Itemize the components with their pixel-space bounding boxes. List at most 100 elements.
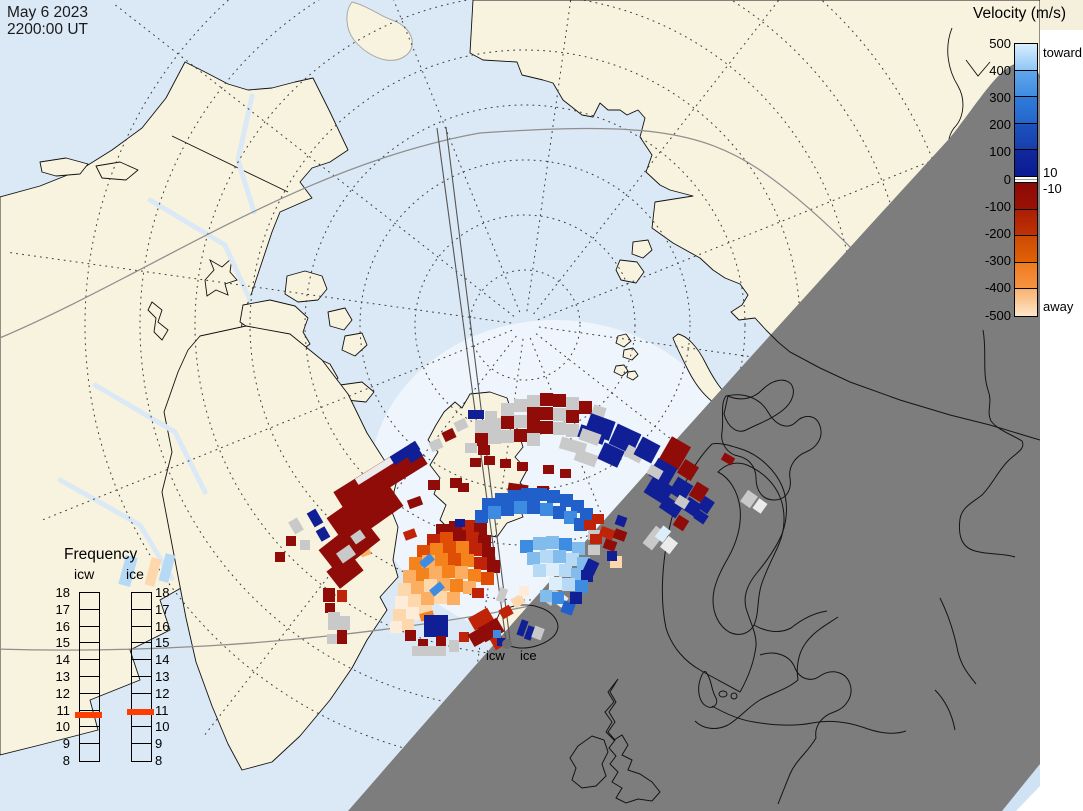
graticule-spoke: [42, 329, 513, 521]
velocity-cell: [498, 604, 514, 620]
velocity-cell: [436, 636, 446, 646]
frequency-tick-right: 13: [155, 669, 170, 684]
velocity-cell: [752, 498, 768, 514]
velocity-cell: [520, 540, 533, 553]
velocity-cell: [559, 538, 572, 551]
velocity-cell: [475, 433, 488, 446]
velocity-cell: [553, 506, 566, 519]
velocity-cell: [540, 393, 553, 406]
colorbar-away-label: away: [1043, 299, 1074, 314]
colorbar-segment: [1015, 44, 1037, 71]
velocity-cell: [435, 553, 448, 566]
velocity-cell: [546, 563, 559, 576]
frequency-bar-cell: [132, 627, 151, 644]
frequency-column-label-ice: ice: [126, 566, 144, 582]
frequency-tick-right: 14: [155, 652, 170, 668]
frequency-tick-right: 18: [155, 585, 170, 600]
velocity-cell: [543, 465, 554, 474]
site-label-icw: icw: [486, 648, 505, 663]
velocity-cell: [275, 552, 285, 562]
colorbar-tick-label: 100: [989, 144, 1011, 160]
velocity-cell: [326, 553, 364, 589]
velocity-cell: [580, 508, 593, 521]
velocity-cell: [614, 514, 628, 528]
island-arctic: [284, 270, 328, 303]
velocity-cell: [598, 525, 616, 541]
velocity-cell: [434, 591, 447, 604]
island-severnaya: [631, 239, 653, 259]
frequency-bar-cell: [132, 727, 151, 745]
velocity-cell: [607, 551, 617, 561]
frequency-tick-right: 9: [155, 736, 163, 752]
frequency-bar-cell: [80, 660, 99, 677]
velocity-cell: [521, 488, 534, 501]
colorbar-tick-label: -500: [984, 307, 1011, 323]
velocity-cell: [540, 590, 552, 602]
frequency-bar-cell: [80, 593, 99, 610]
velocity-cell: [552, 592, 564, 604]
velocity-cell: [488, 431, 501, 444]
velocity-cell: [575, 580, 588, 593]
frequency-tick-left: 9: [62, 736, 70, 752]
velocity-cell: [406, 448, 424, 464]
colorbar-toward-label: toward: [1043, 45, 1083, 60]
frequency-tick-right: 16: [155, 618, 170, 634]
velocity-cell: [455, 519, 465, 527]
velocity-cell: [571, 568, 584, 581]
island-wrangel: [346, 1, 413, 61]
velocity-cell: [333, 441, 428, 515]
velocity-cell: [475, 510, 488, 523]
velocity-cell: [429, 566, 442, 579]
velocity-cell: [540, 503, 553, 516]
velocity-cell: [510, 593, 526, 609]
velocity-cell: [584, 520, 596, 530]
velocity-cell: [288, 517, 304, 535]
velocity-cell: [608, 423, 642, 455]
colorbar-segment: [1015, 97, 1037, 124]
velocity-cell: [533, 564, 546, 577]
frequency-tick-left: 12: [55, 685, 70, 701]
colorbar-segment: [1015, 289, 1037, 316]
velocity-cell: [467, 607, 495, 631]
velocity-cell: [516, 619, 529, 637]
frequency-tick-right: 8: [155, 753, 163, 768]
graticule-circle: [414, 214, 636, 436]
velocity-cell: [461, 554, 474, 567]
timestamp-date: May 6 2023: [7, 4, 88, 21]
timestamp: May 6 2023 2200:00 UT: [7, 4, 88, 38]
colorbar-tick-label: 300: [989, 89, 1011, 105]
colorbar-tick-label: 0: [1003, 171, 1011, 187]
velocity-cell: [517, 462, 528, 471]
velocity-cell: [412, 646, 446, 656]
velocity-cell: [405, 630, 416, 641]
frequency-tick-right: 15: [155, 635, 170, 651]
velocity-cell: [560, 469, 571, 478]
velocity-cell: [659, 535, 679, 555]
velocity-cell: [495, 587, 509, 603]
graticule-circle: [469, 269, 581, 381]
velocity-cell: [337, 630, 347, 644]
velocity-cell: [442, 565, 455, 578]
colorbar-tick-label: 200: [989, 117, 1011, 133]
velocity-cell: [531, 625, 545, 641]
velocity-cell: [501, 430, 514, 443]
velocity-cell: [472, 588, 484, 598]
velocity-cell: [417, 545, 430, 558]
frequency-marker-ice: [127, 709, 154, 716]
graticule-spoke: [114, 4, 515, 317]
radar-velocity-cells: [118, 393, 768, 656]
velocity-cell: [564, 511, 577, 524]
velocity-cell: [455, 566, 468, 579]
velocity-cell: [416, 568, 429, 581]
velocity-cell: [553, 422, 566, 435]
velocity-cell: [514, 399, 527, 412]
frequency-bar-cell: [132, 744, 151, 761]
graticule-spoke: [393, 0, 521, 313]
right-margin: [1040, 0, 1083, 811]
island-channels: [57, 93, 257, 581]
colorbar-segment: [1015, 70, 1037, 98]
velocity-cell: [562, 578, 575, 591]
velocity-cell: [453, 417, 469, 433]
land-greenland: [161, 325, 399, 771]
